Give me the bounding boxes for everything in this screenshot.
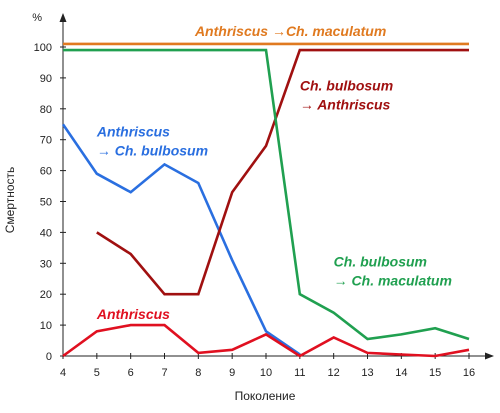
series-line-2 [61,123,301,356]
y-axis-unit: % [32,12,42,24]
x-tick-label: 5 [94,367,100,379]
series-line-5 [62,323,470,358]
y-axis-title: Смертность [3,167,17,234]
series-line-4 [63,48,470,341]
x-tick-label: 12 [328,367,340,379]
y-tick-label: 90 [40,73,52,85]
series-label-1: Anthriscus →Ch. maculatum [194,23,386,39]
x-tick-label: 15 [429,367,441,379]
x-tick-label: 10 [260,367,272,379]
x-tick-label: 6 [128,367,134,379]
series-line-3 [96,48,469,296]
y-tick-label: 80 [40,104,52,116]
x-axis-arrow [485,352,494,360]
axes: 0 10 20 30 40 50 60 70 80 90 100 4 5 6 7 8 9 10 11 12 13 14 15… [34,13,494,379]
y-tick-label: 10 [40,320,52,332]
y-tick-label: 60 [40,166,52,178]
y-tick-label: 20 [40,289,52,301]
y-tick-label: 40 [40,227,52,239]
y-tick-label: 50 [40,197,52,209]
y-tick-label: 30 [40,258,52,270]
x-tick-label: 13 [361,367,373,379]
series-label-3: Anthriscus → Ch. bulbosum [96,124,208,159]
x-tick-label: 9 [229,367,235,379]
series-label-2: Ch. bulbosum → Anthriscus [300,77,393,112]
x-tick-label: 11 [294,367,305,379]
x-tick-label: 14 [395,367,407,379]
y-tick-label: 0 [46,351,52,363]
y-tick-label: 70 [40,135,52,147]
x-tick-label: 16 [463,367,475,379]
y-tick-label: 100 [34,42,52,54]
series-label-4: Ch. bulbosum → Ch. maculatum [334,253,452,288]
series-labels: Anthriscus →Ch. maculatum Ch. bulbosum → A… [96,23,452,322]
x-tick-label: 4 [60,367,66,379]
x-tick-label: 7 [161,367,167,379]
x-axis-title: Поколение [235,389,296,403]
series-label-5: Anthriscus [96,306,170,322]
series-lines [61,42,470,358]
x-tick-label: 8 [195,367,201,379]
y-axis-arrow [59,13,67,22]
